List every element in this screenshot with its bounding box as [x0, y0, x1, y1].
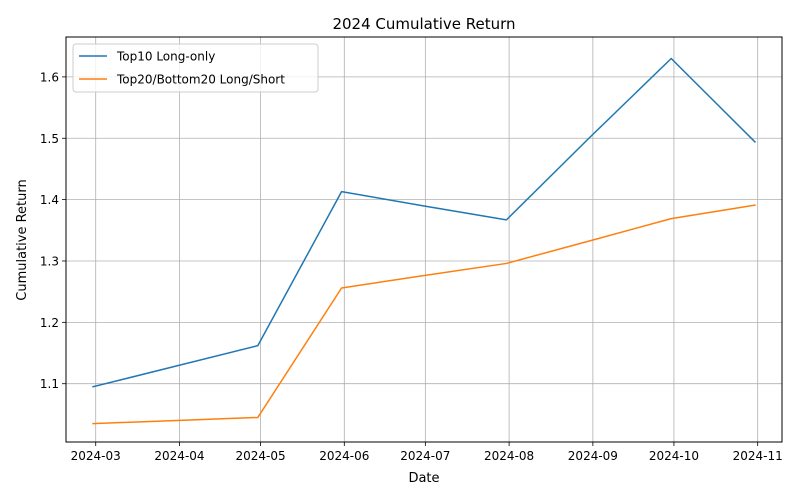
y-tick-label: 1.5 — [40, 132, 59, 146]
x-tick-label: 2024-04 — [154, 449, 204, 463]
grid-lines — [66, 37, 782, 442]
x-tick-label: 2024-03 — [71, 449, 121, 463]
x-tick-label: 2024-11 — [733, 449, 783, 463]
y-tick-label: 1.6 — [40, 70, 59, 84]
legend-label-top10: Top10 Long-only — [116, 50, 215, 64]
legend-box — [72, 43, 319, 93]
x-tick-label: 2024-09 — [568, 449, 618, 463]
chart-title: 2024 Cumulative Return — [332, 15, 515, 33]
x-tick-label: 2024-08 — [484, 449, 534, 463]
y-tick-label: 1.3 — [40, 254, 59, 268]
x-axis-label: Date — [408, 471, 439, 486]
x-tick-label: 2024-10 — [649, 449, 699, 463]
x-axis: 2024-03 2024-04 2024-05 2024-06 2024-07 2024-… — [71, 442, 783, 463]
series-lines — [92, 57, 757, 425]
y-tick-label: 1.4 — [40, 193, 59, 207]
series-line-top10 — [92, 57, 757, 388]
y-tick-label: 1.1 — [40, 377, 59, 391]
series-line-top20-bottom20 — [92, 204, 756, 425]
legend: Top10 Long-only Top20/Bottom20 Long/Shor… — [72, 43, 319, 93]
x-tick-label: 2024-07 — [400, 449, 450, 463]
plot-area-frame — [65, 36, 783, 443]
y-axis: 1.1 1.2 1.3 1.4 1.5 1.6 — [40, 70, 66, 391]
x-tick-label: 2024-05 — [235, 449, 285, 463]
y-tick-label: 1.2 — [40, 316, 59, 330]
x-tick-label: 2024-06 — [319, 449, 369, 463]
legend-label-top20-bottom20: Top20/Bottom20 Long/Short — [116, 73, 285, 87]
y-axis-label: Cumulative Return — [15, 179, 30, 300]
